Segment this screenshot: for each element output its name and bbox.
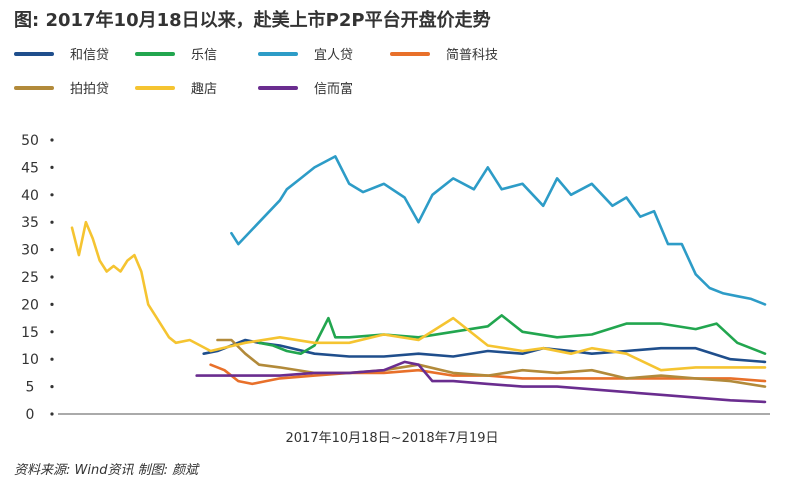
- chart-title: 图: 2017年10月18日以来，赴美上市P2P平台开盘价走势: [14, 10, 491, 31]
- y-tick-mark: [50, 248, 54, 252]
- y-tick-label: 40: [21, 188, 39, 204]
- legend-item-qudian: 趣店: [135, 78, 217, 97]
- y-tick-mark: [50, 220, 54, 224]
- legend-item-lexin: 乐信: [135, 44, 217, 63]
- legend-swatch: [14, 51, 54, 56]
- legend-label: 拍拍贷: [70, 82, 110, 97]
- legend-item-xinerfu: 信而富: [258, 78, 353, 97]
- legend-swatch: [258, 85, 298, 90]
- series-line-3: [209, 363, 767, 386]
- y-tick-mark: [50, 302, 54, 306]
- series-line-4: [216, 338, 767, 388]
- legend-swatch: [135, 51, 175, 56]
- series-line-2: [230, 155, 767, 306]
- y-tick-label: 50: [21, 133, 39, 149]
- legend-label: 宜人贷: [314, 48, 354, 63]
- y-tick-label: 30: [21, 243, 39, 259]
- legend-label: 简普科技: [446, 48, 499, 63]
- y-tick-label: 15: [21, 325, 39, 341]
- y-tick-label: 0: [26, 407, 35, 423]
- y-tick-label: 20: [21, 297, 39, 313]
- legend-item-yirendai: 宜人贷: [258, 44, 353, 63]
- y-tick-label: 25: [21, 270, 39, 286]
- series-line-6: [195, 360, 767, 404]
- legend-label: 信而富: [314, 82, 354, 97]
- legend-swatch: [258, 51, 298, 56]
- legend-item-hexindai: 和信贷: [14, 44, 109, 63]
- y-axis: 0 5 10 15 20 25 30 35 40 45 50: [21, 133, 54, 423]
- series-layer: [70, 155, 767, 404]
- legend-swatch: [135, 85, 175, 90]
- legend-label: 趣店: [191, 82, 218, 97]
- legend-swatch: [390, 51, 430, 56]
- series-line-5: [70, 220, 767, 372]
- y-tick-mark: [50, 138, 54, 142]
- legend-label: 乐信: [191, 48, 218, 63]
- legend-item-jianpu: 简普科技: [390, 44, 498, 63]
- source-note: 资料来源: Wind资讯 制图: 颜斌: [14, 463, 199, 478]
- y-tick-mark: [50, 412, 54, 416]
- y-tick-mark: [50, 385, 54, 389]
- y-tick-mark: [50, 165, 54, 169]
- y-tick-mark: [50, 330, 54, 334]
- y-tick-label: 5: [26, 380, 35, 396]
- y-tick-mark: [50, 357, 54, 361]
- y-tick-label: 45: [21, 160, 39, 176]
- series-line-1: [257, 314, 767, 356]
- legend-label: 和信贷: [70, 48, 110, 63]
- legend-item-paipaidai: 拍拍贷: [14, 78, 109, 97]
- y-tick-label: 10: [21, 352, 39, 368]
- x-axis-label: 2017年10月18日~2018年7月19日: [286, 431, 499, 446]
- y-tick-label: 35: [21, 215, 39, 231]
- legend-swatch: [14, 85, 54, 90]
- y-tick-mark: [50, 193, 54, 197]
- y-tick-mark: [50, 275, 54, 279]
